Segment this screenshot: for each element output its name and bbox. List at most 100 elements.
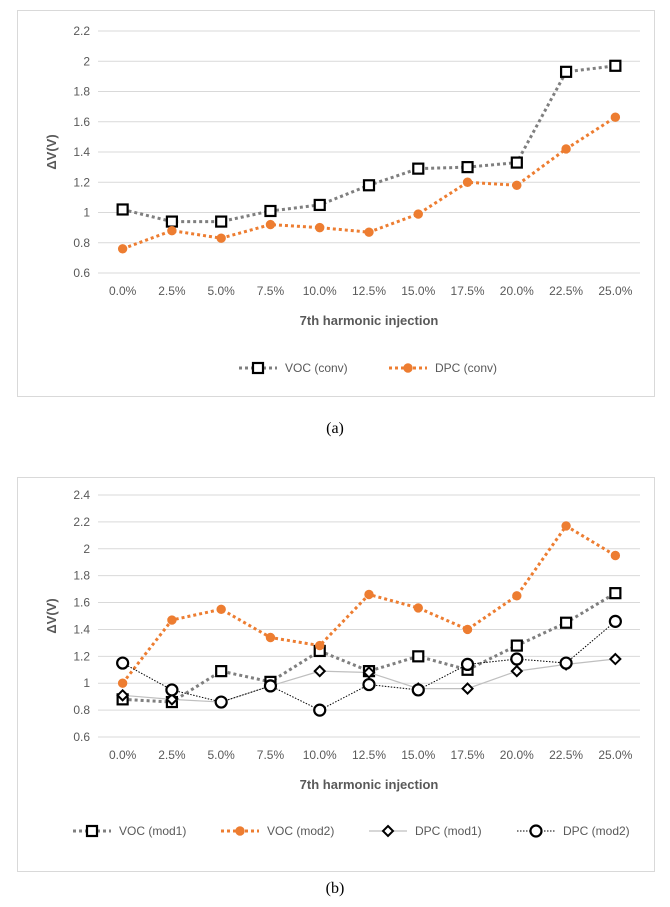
data-point — [265, 219, 276, 230]
data-point — [265, 632, 276, 643]
data-point — [510, 156, 523, 169]
data-point — [610, 112, 621, 122]
legend-marker — [403, 363, 413, 373]
x-tick-label: 25.0% — [598, 284, 632, 298]
x-tick-label: 15.0% — [401, 284, 435, 298]
data-point — [462, 177, 473, 187]
y-tick-label: 1.2 — [73, 649, 90, 663]
y-tick-label: 0.6 — [73, 266, 90, 280]
data-point — [608, 652, 622, 666]
legend-marker — [85, 824, 99, 838]
legend-label: VOC (mod2) — [267, 824, 334, 838]
data-point — [559, 656, 573, 670]
legend-marker — [529, 824, 543, 838]
legend-marker — [251, 361, 265, 375]
x-tick-label: 12.5% — [352, 748, 386, 762]
series-line — [121, 523, 617, 685]
x-tick-label: 25.0% — [598, 748, 632, 762]
x-tick-label: 7.5% — [257, 284, 285, 298]
gridlines — [98, 30, 640, 274]
y-tick-label: 1.6 — [73, 596, 90, 610]
data-point — [315, 640, 325, 651]
y-tick-label: 1.6 — [73, 115, 90, 129]
x-tick-label: 5.0% — [208, 748, 236, 762]
x-tick-label: 20.0% — [500, 284, 534, 298]
data-point — [512, 591, 522, 601]
y-tick-label: 1 — [83, 206, 90, 220]
gridlines — [98, 494, 640, 738]
data-point — [561, 521, 571, 531]
data-point — [461, 161, 474, 174]
data-point — [510, 664, 524, 678]
y-axis-ticks: 0.6 0.8 1 1.2 1.4 1.6 1.8 2 2.2 — [73, 24, 90, 280]
y-axis-ticks: 0.6 0.8 1 1.2 1.4 1.6 1.8 2 2.2 2.4 — [73, 488, 90, 744]
x-tick-label: 22.5% — [549, 748, 583, 762]
y-tick-label: 0.8 — [73, 236, 90, 250]
x-tick-label: 2.5% — [158, 284, 186, 298]
data-point — [460, 657, 475, 671]
data-point — [461, 682, 474, 696]
data-point — [117, 678, 128, 688]
series-line — [122, 591, 617, 704]
y-tick-label: 2 — [83, 542, 90, 556]
data-point — [510, 652, 524, 666]
data-point — [609, 587, 622, 600]
data-point — [215, 665, 228, 678]
data-point — [364, 589, 374, 600]
chart-b: 0.6 0.8 1 1.2 1.4 1.6 1.8 2 2.2 2.4 0.0% 2.5% 5.0% 7.… — [44, 488, 640, 838]
series-dpc-conv — [117, 112, 621, 254]
data-point — [165, 683, 179, 697]
data-point — [512, 180, 522, 190]
data-point — [313, 664, 327, 678]
data-point — [313, 703, 327, 717]
y-tick-label: 1.8 — [73, 569, 90, 583]
x-tick-label: 22.5% — [549, 284, 583, 298]
y-tick-label: 2.4 — [73, 488, 90, 502]
x-axis-title: 7th harmonic injection — [300, 777, 439, 792]
x-tick-label: 5.0% — [208, 284, 236, 298]
x-axis-ticks: 0.0% 2.5% 5.0% 7.5% 10.0% 12.5% 15.0% 17.5% 20.0… — [109, 748, 633, 762]
data-point — [413, 209, 423, 219]
y-tick-label: 1.4 — [73, 145, 90, 159]
data-point — [215, 215, 228, 228]
data-point — [412, 162, 425, 175]
data-point — [167, 225, 177, 236]
legend-marker — [381, 824, 395, 838]
data-point — [116, 656, 130, 670]
legend: VOC (conv) DPC (conv) — [239, 361, 497, 375]
series-voc-conv — [116, 59, 622, 228]
y-axis-title: ΔV(V) — [44, 598, 59, 633]
y-tick-label: 1.4 — [73, 622, 90, 636]
x-tick-label: 7.5% — [257, 748, 285, 762]
legend-label: VOC (conv) — [285, 361, 348, 375]
y-axis-title: ΔV(V) — [44, 134, 59, 169]
legend-label: DPC (conv) — [435, 361, 497, 375]
legend-label: VOC (mod1) — [119, 824, 186, 838]
data-point — [313, 198, 326, 212]
data-point — [315, 222, 325, 233]
data-point — [364, 227, 374, 237]
x-tick-label: 0.0% — [109, 748, 137, 762]
x-axis-ticks: 0.0% 2.5% 5.0% 7.5% 10.0% 12.5% 15.0% 17.5% 20.0… — [109, 284, 633, 298]
data-point — [214, 695, 228, 709]
data-point — [412, 650, 425, 663]
data-point — [559, 65, 573, 78]
data-point — [216, 233, 226, 243]
data-point — [462, 624, 473, 635]
data-point — [116, 688, 130, 702]
data-point — [116, 203, 129, 216]
chart-a-panel: 0.6 0.8 1 1.2 1.4 1.6 1.8 2 2.2 0.0% 2.5% 5.0% 7.5% 1… — [17, 10, 655, 397]
legend: VOC (mod1) VOC (mod2) DPC (mod1) DPC (mod2) — [73, 824, 630, 838]
legend-label: DPC (mod2) — [563, 824, 630, 838]
x-tick-label: 15.0% — [401, 748, 435, 762]
data-point — [264, 204, 277, 218]
x-tick-label: 12.5% — [352, 284, 386, 298]
x-tick-label: 0.0% — [109, 284, 137, 298]
legend-label: DPC (mod1) — [415, 824, 482, 838]
y-tick-label: 1.8 — [73, 85, 90, 99]
x-tick-label: 17.5% — [451, 748, 485, 762]
data-point — [610, 550, 621, 561]
x-tick-label: 10.0% — [303, 284, 337, 298]
data-point — [165, 692, 179, 706]
data-point — [167, 615, 177, 625]
